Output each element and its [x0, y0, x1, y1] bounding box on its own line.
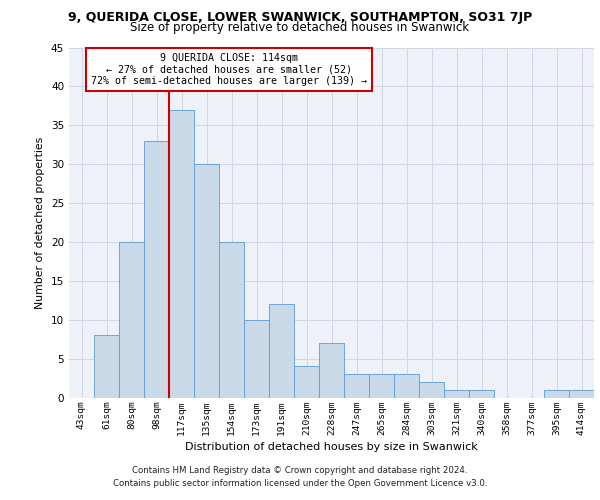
Bar — [244, 320, 269, 398]
Bar — [219, 242, 244, 398]
Y-axis label: Number of detached properties: Number of detached properties — [35, 136, 46, 308]
Text: 9 QUERIDA CLOSE: 114sqm
← 27% of detached houses are smaller (52)
72% of semi-de: 9 QUERIDA CLOSE: 114sqm ← 27% of detache… — [91, 53, 367, 86]
Bar — [144, 141, 169, 398]
Bar — [344, 374, 369, 398]
Bar — [194, 164, 219, 398]
Bar — [319, 343, 344, 398]
Bar — [569, 390, 594, 398]
Text: Contains HM Land Registry data © Crown copyright and database right 2024.
Contai: Contains HM Land Registry data © Crown c… — [113, 466, 487, 487]
Bar — [119, 242, 144, 398]
Bar — [419, 382, 444, 398]
Text: 9, QUERIDA CLOSE, LOWER SWANWICK, SOUTHAMPTON, SO31 7JP: 9, QUERIDA CLOSE, LOWER SWANWICK, SOUTHA… — [68, 11, 532, 24]
Bar — [394, 374, 419, 398]
Bar — [269, 304, 294, 398]
Bar — [294, 366, 319, 398]
Text: Size of property relative to detached houses in Swanwick: Size of property relative to detached ho… — [130, 22, 470, 35]
Bar — [544, 390, 569, 398]
Bar — [469, 390, 494, 398]
Bar — [369, 374, 394, 398]
Bar — [169, 110, 194, 398]
X-axis label: Distribution of detached houses by size in Swanwick: Distribution of detached houses by size … — [185, 442, 478, 452]
Bar — [94, 336, 119, 398]
Bar — [444, 390, 469, 398]
